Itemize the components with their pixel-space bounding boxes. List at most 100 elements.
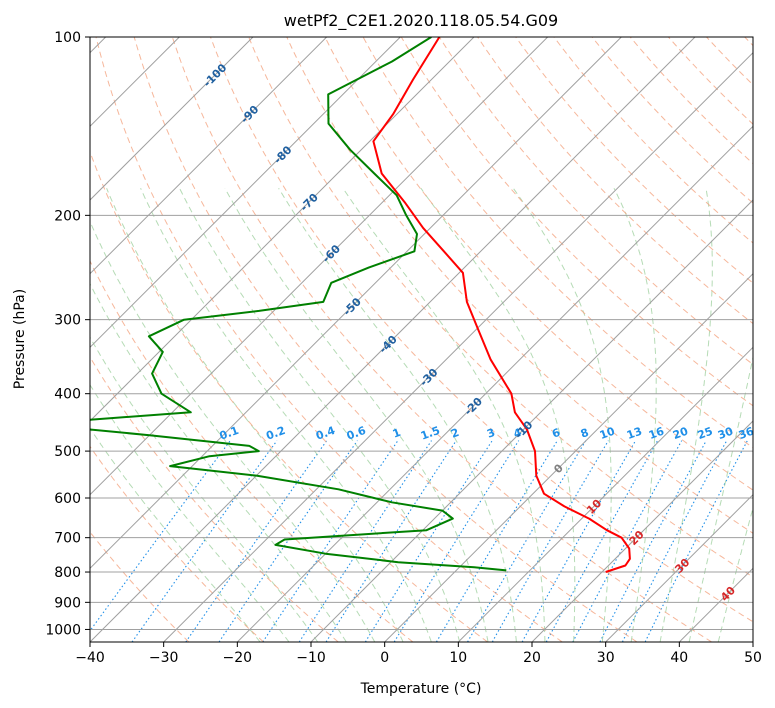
moist-adiabat (659, 188, 713, 642)
mixing-ratio-line (599, 440, 707, 642)
y-tick-label: 400 (54, 387, 81, 403)
dry-adiabat (591, 37, 753, 204)
dewpoint-profile-line (90, 37, 507, 572)
isotherm-lines (90, 37, 753, 642)
x-tick-label: −10 (296, 650, 326, 666)
y-tick-label: 600 (54, 491, 81, 507)
mixing-ratio-label: 2 (449, 426, 461, 441)
x-axis: −40 −30 −20 −10 0 10 20 30 40 50 (75, 642, 762, 666)
isotherm-line (605, 493, 753, 642)
mixing-ratio-line (467, 440, 587, 642)
isotherm-label: 0 (551, 461, 566, 476)
mixing-ratio-label: 8 (579, 426, 591, 441)
x-tick-label: −40 (75, 650, 105, 666)
moist-adiabat (90, 282, 347, 642)
x-tick-label: 30 (597, 650, 615, 666)
moist-adiabat (106, 188, 404, 642)
moist-adiabat (717, 506, 753, 642)
mixing-ratio-line (435, 440, 558, 642)
x-tick-label: 40 (670, 650, 688, 666)
x-tick-label: 10 (449, 650, 467, 666)
dry-adiabat (90, 259, 414, 642)
isotherm-label: -30 (417, 366, 440, 389)
mixing-ratio-line (572, 440, 683, 642)
mixing-ratio-line (90, 440, 231, 632)
dry-adiabat (171, 37, 712, 642)
isotherm-line (310, 199, 753, 642)
x-tick-label: 0 (380, 650, 389, 666)
mixing-ratio-label: 1.5 (419, 424, 442, 443)
dry-adiabat (706, 37, 753, 86)
dry-adiabat (744, 37, 753, 47)
x-tick-label: −20 (223, 650, 253, 666)
isotherm-line (678, 567, 753, 642)
mixing-ratio-label: 1 (391, 426, 403, 441)
plot-frame (89, 36, 754, 643)
mixing-ratio-line (521, 440, 637, 642)
isotherm-line (90, 37, 475, 422)
isotherm-label: -90 (238, 103, 261, 126)
isotherm-line (90, 37, 696, 642)
dry-adiabat (90, 445, 264, 642)
isotherm-line (531, 420, 753, 642)
dry-adiabat (90, 356, 339, 642)
isotherm-line (163, 51, 753, 642)
isotherm-line (90, 37, 328, 275)
isotherm-line (90, 37, 254, 201)
y-axis: 1000 900 800 700 600 500 400 300 200 100 (45, 30, 90, 638)
isotherm-line (90, 37, 401, 349)
dry-adiabat (210, 37, 753, 623)
y-tick-label: 500 (54, 444, 81, 460)
plot-area: 0.1 0.2 0.4 0.6 1 1.5 2 3 4 6 8 10 13 16 20 25 30 36-100-… (90, 37, 753, 642)
moist-adiabat (90, 427, 261, 642)
moist-adiabat (613, 187, 657, 642)
mixing-ratio-label: 0.1 (218, 424, 241, 443)
isotherm-line (384, 272, 753, 642)
isotherm-line (752, 641, 753, 642)
y-tick-label: 300 (54, 313, 81, 329)
dry-adiabat (515, 37, 753, 284)
chart-title: wetPf2_C2E1.2020.118.05.54.G09 (284, 11, 558, 31)
dry-adiabat (286, 37, 753, 534)
isotherm-line (90, 37, 622, 570)
dry-adiabat (477, 37, 753, 325)
mixing-ratio-label: 4 (512, 426, 524, 441)
y-axis-title: Pressure (hPa) (12, 289, 28, 389)
moist-adiabat (278, 187, 517, 642)
moist-adiabat (512, 187, 612, 642)
dry-adiabat (668, 37, 753, 125)
isotherm-label: -50 (341, 295, 364, 318)
y-tick-label: 800 (54, 565, 81, 581)
temperature-profile-line (372, 37, 631, 573)
isotherm-line (236, 125, 753, 642)
mixing-ratio-line (545, 440, 659, 642)
dry-adiabat (90, 150, 488, 642)
mixing-ratio-label: 13 (625, 425, 644, 442)
x-axis-title: Temperature (°C) (360, 681, 482, 697)
y-tick-label: 200 (54, 208, 81, 224)
dry-adiabat (248, 37, 753, 578)
moist-adiabat (688, 354, 753, 642)
x-tick-label: 50 (744, 650, 762, 666)
dry-adiabats (90, 37, 753, 642)
x-tick-label: 20 (523, 650, 541, 666)
dry-adiabat (90, 531, 190, 642)
background-labels: 0.1 0.2 0.4 0.6 1 1.5 2 3 4 6 8 10 13 16 20 25 30 36-100-… (201, 61, 753, 604)
y-tick-label: 1000 (45, 622, 81, 638)
mixing-ratio-line (185, 440, 328, 642)
mixing-ratio-line (218, 440, 358, 642)
mixing-ratio-line (364, 440, 493, 642)
isotherm-line (90, 37, 549, 496)
mixing-ratio-label: 3 (485, 426, 497, 441)
dry-adiabat (95, 37, 563, 642)
mixing-ratio-label: 0.4 (314, 424, 337, 443)
x-tick-label: −30 (149, 650, 179, 666)
mixing-ratio-line (298, 440, 432, 642)
mixing-ratio-label: 6 (550, 426, 562, 441)
mixing-ratio-label: 25 (696, 425, 715, 442)
y-tick-label: 900 (54, 595, 81, 611)
dry-adiabat (133, 37, 638, 642)
mixing-ratio-line (325, 440, 457, 642)
mixing-ratio-line (491, 440, 609, 642)
